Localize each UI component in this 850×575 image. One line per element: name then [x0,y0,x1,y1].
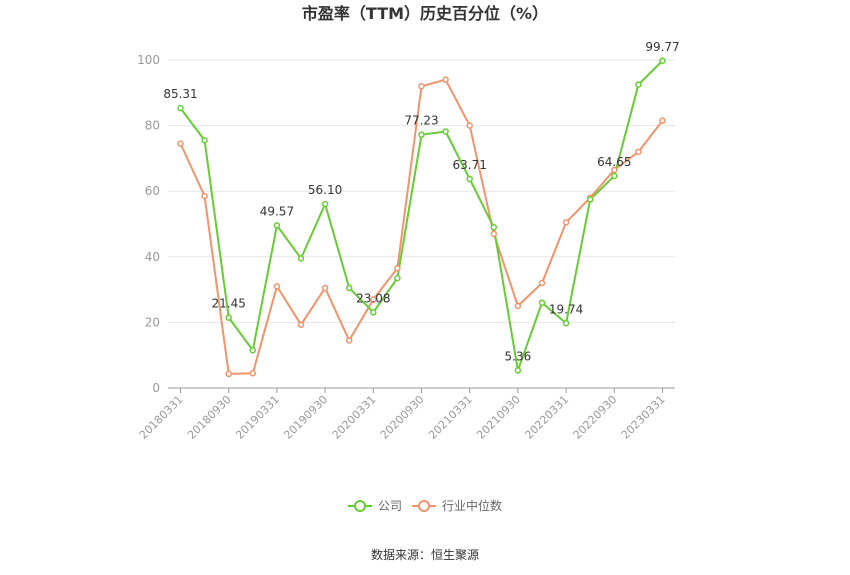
y-tick-label: 0 [152,381,160,395]
legend-marker [418,500,430,512]
data-point [635,148,642,156]
y-tick-label: 60 [145,184,160,198]
legend-label: 行业中位数 [442,498,502,513]
data-point [177,140,184,147]
data-point [225,314,232,321]
x-tick-label: 20180331 [137,393,186,442]
x-tick-label: 20190331 [233,393,282,442]
data-point [538,279,546,287]
data-point [345,337,353,344]
x-tick-label: 20180930 [185,393,234,442]
data-point [562,320,570,327]
data-point [394,274,401,282]
source-note: 数据来源：恒生聚源 [371,547,479,562]
data-label: 99.77 [645,40,679,54]
legend-label: 公司 [378,499,402,513]
data-label: 77.23 [404,114,438,128]
y-tick-label: 80 [145,119,160,133]
data-point [466,122,473,129]
grid [168,59,675,323]
series-line-0 [179,59,664,372]
data-point [442,128,449,135]
x-tick-label: 20220930 [571,393,620,442]
data-label: 63.71 [453,158,487,172]
data-point [418,131,425,138]
chart-title: 市盈率（TTM）历史百分位（%） [302,4,548,23]
data-point [466,175,473,183]
data-point [490,224,498,231]
data-point [201,137,208,144]
data-label: 23.08 [356,291,390,305]
x-axis: 20180331 20180930 20190331 20190930 20200331… [137,387,675,442]
data-point [490,230,498,238]
legend: 公司 行业中位数 [348,498,502,513]
data-point [370,296,377,303]
x-tick-label: 20220331 [522,393,571,442]
x-tick-label: 20210331 [426,393,475,442]
data-label: 49.57 [260,204,294,218]
data-point [659,117,666,124]
data-point [514,302,522,310]
data-point [225,370,232,378]
data-point [514,367,522,374]
x-tick-label: 20190930 [281,393,330,442]
data-point [345,284,353,292]
data-point [201,192,208,200]
data-point [273,222,281,229]
x-tick-label: 20200331 [330,393,379,442]
data-label: 56.10 [308,183,342,197]
y-tick-label: 100 [137,53,160,67]
y-axis: 0 20 40 60 80 100 [137,53,160,395]
x-tick-label: 20230331 [619,393,668,442]
x-tick-label: 20200930 [378,393,427,442]
data-point [659,57,666,65]
data-label: 64.65 [597,155,631,169]
data-point [562,219,570,226]
data-point [611,172,618,180]
data-point [249,369,257,377]
data-point [611,166,618,174]
data-point [442,76,449,83]
data-labels: 85.31 21.45 49.57 56.10 23.08 77.23 63.71 5.36 1… [163,40,679,364]
data-point [538,299,546,306]
series-points [177,57,666,378]
y-tick-label: 40 [145,250,160,264]
data-point [586,196,594,203]
data-point [635,81,642,88]
data-point [370,309,377,316]
x-tick-label: 20210930 [474,393,523,442]
data-point [177,104,184,112]
data-point [321,200,329,208]
data-point [321,284,329,292]
data-point [418,82,425,90]
data-point [273,283,281,290]
data-label: 5.36 [505,349,532,363]
data-point [297,255,305,262]
data-point [249,347,257,354]
y-tick-label: 20 [145,315,160,329]
data-label: 85.31 [163,87,197,101]
series-lines [179,59,664,375]
data-point [394,265,401,272]
data-label: 19.74 [549,302,583,316]
data-point [297,321,305,328]
legend-marker [354,500,366,512]
data-label: 21.45 [212,297,246,311]
